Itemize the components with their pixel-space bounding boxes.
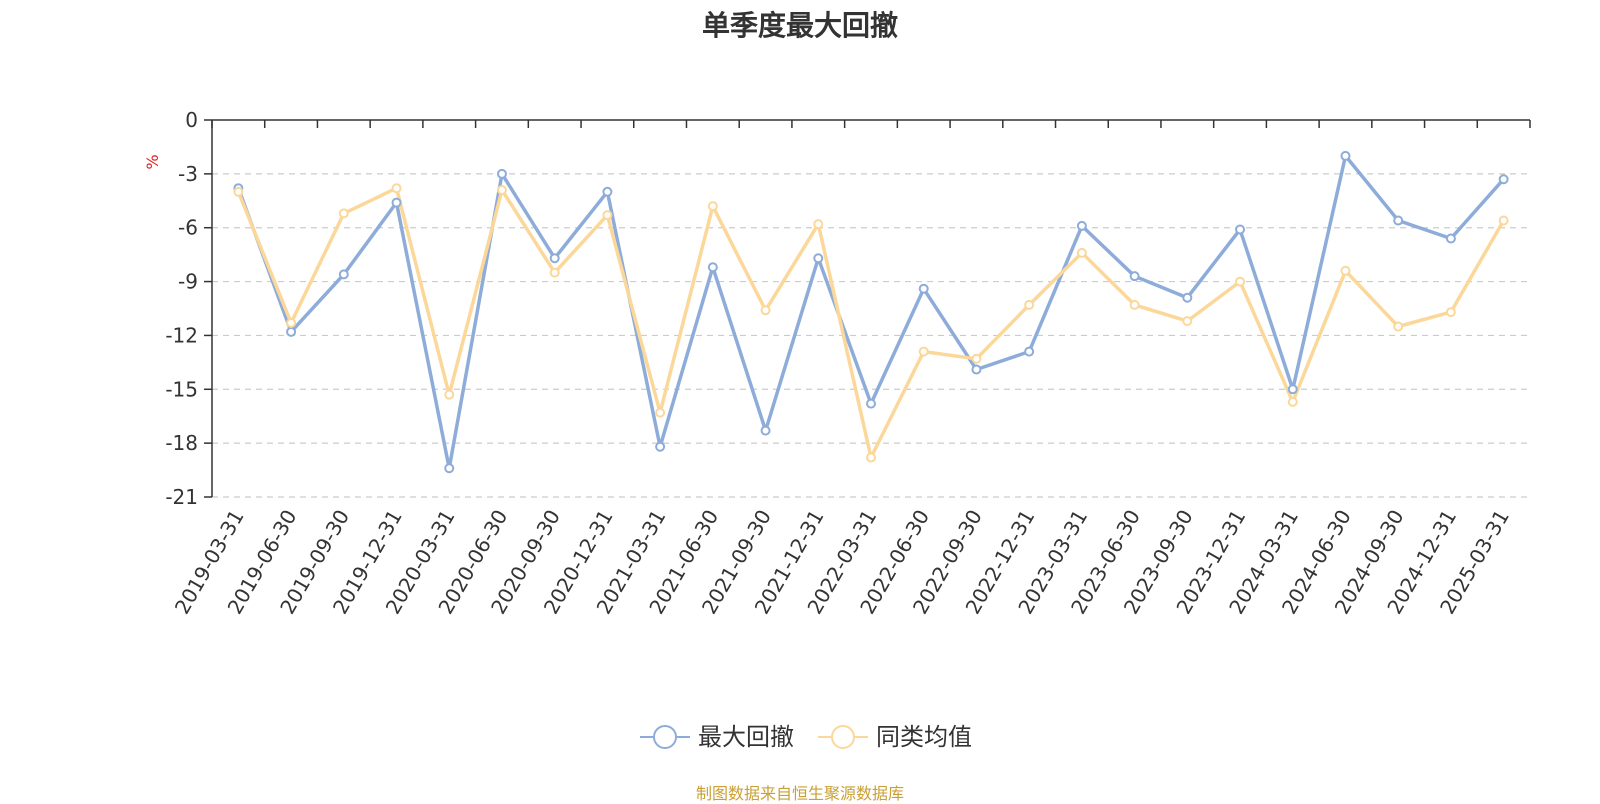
data-point bbox=[286, 326, 297, 337]
data-point bbox=[1076, 220, 1087, 231]
data-point bbox=[1445, 233, 1456, 244]
data-point bbox=[602, 210, 613, 221]
data-points bbox=[233, 150, 1509, 474]
data-point bbox=[1076, 247, 1087, 258]
data-point bbox=[866, 452, 876, 463]
y-tick-label: -9 bbox=[178, 270, 198, 294]
data-point bbox=[496, 185, 507, 196]
data-point bbox=[338, 269, 349, 280]
data-point bbox=[707, 262, 718, 273]
y-tick-label: 0 bbox=[185, 108, 198, 132]
axes: 0-3-6-9-12-15-18-21%2019-03-312019-06-30… bbox=[143, 108, 1531, 618]
data-point bbox=[1129, 299, 1140, 310]
data-point bbox=[1498, 215, 1509, 226]
data-point bbox=[1498, 174, 1509, 185]
data-point bbox=[655, 441, 666, 452]
data-point bbox=[655, 407, 666, 418]
data-point bbox=[707, 201, 718, 212]
data-point bbox=[813, 253, 824, 264]
data-point bbox=[1287, 396, 1298, 407]
series-lines bbox=[236, 154, 1506, 471]
data-point bbox=[1129, 271, 1140, 282]
data-point bbox=[549, 253, 560, 264]
data-point bbox=[1024, 346, 1035, 357]
y-axis-label: % bbox=[143, 154, 162, 169]
data-point bbox=[1393, 321, 1404, 332]
data-point bbox=[391, 183, 402, 194]
source-note: 制图数据来自恒生聚源数据库 bbox=[695, 784, 904, 803]
data-point bbox=[286, 317, 297, 328]
y-tick-label: -12 bbox=[165, 323, 198, 347]
data-point bbox=[918, 346, 929, 357]
legend: 最大回撤 同类均值 bbox=[640, 723, 972, 751]
y-tick-label: -21 bbox=[165, 485, 198, 509]
data-point bbox=[866, 398, 876, 409]
data-point bbox=[918, 283, 929, 294]
data-point bbox=[1024, 299, 1035, 310]
data-point bbox=[233, 186, 244, 197]
y-tick-label: -15 bbox=[165, 377, 198, 401]
y-tick-label: -18 bbox=[165, 431, 198, 455]
legend-label: 同类均值 bbox=[876, 723, 972, 751]
data-point bbox=[602, 186, 613, 197]
legend-marker bbox=[831, 725, 855, 749]
grid-lines bbox=[212, 173, 1530, 498]
y-tick-label: -6 bbox=[178, 216, 198, 240]
data-point bbox=[1340, 265, 1351, 276]
data-point bbox=[971, 353, 982, 364]
data-point bbox=[1393, 215, 1404, 226]
data-point bbox=[1445, 307, 1456, 318]
series-line-2 bbox=[236, 186, 1506, 460]
data-point bbox=[391, 197, 402, 208]
data-point bbox=[971, 364, 982, 375]
legend-label: 最大回撤 bbox=[698, 723, 794, 751]
y-tick-label: -3 bbox=[178, 162, 198, 186]
data-point bbox=[1235, 224, 1246, 235]
data-point bbox=[444, 463, 455, 474]
data-point bbox=[1340, 150, 1351, 161]
data-point bbox=[813, 219, 824, 230]
chart-title: 单季度最大回撤 bbox=[701, 9, 898, 42]
data-point bbox=[760, 425, 771, 436]
data-point bbox=[444, 389, 455, 400]
data-point bbox=[1182, 292, 1193, 303]
data-point bbox=[549, 267, 560, 278]
data-point bbox=[1235, 276, 1246, 287]
data-point bbox=[1287, 384, 1298, 395]
data-point bbox=[1182, 316, 1193, 327]
data-point bbox=[496, 168, 507, 179]
legend-marker bbox=[653, 725, 677, 749]
data-point bbox=[760, 305, 771, 316]
data-point bbox=[338, 208, 349, 219]
